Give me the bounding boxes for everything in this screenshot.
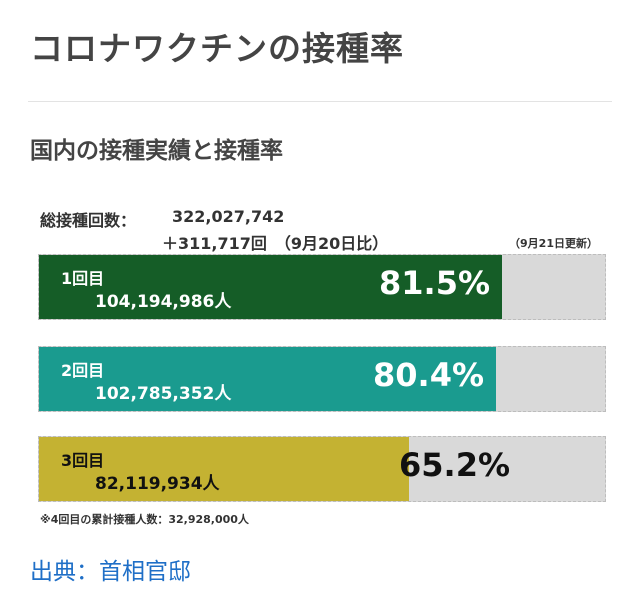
bar-count-label: 102,785,352人 <box>95 384 232 404</box>
bar-count-label: 82,119,934人 <box>95 474 220 494</box>
divider <box>28 101 612 102</box>
total-doses-diff: ＋311,717回 （9月20日比） <box>162 230 396 254</box>
bar-track: 1回目 104,194,986人 81.5% <box>38 254 606 320</box>
total-doses-value: 322,027,742 <box>172 207 285 226</box>
footnote: ※4回目の累計接種人数：32,928,000人 <box>40 513 249 526</box>
bar <box>39 437 409 501</box>
bar-track: 3回目 82,119,934人 65.2% <box>38 436 606 502</box>
bar-dose-label: 1回目 <box>61 269 105 288</box>
total-diff-note: （9月20日比） <box>274 234 389 253</box>
bar <box>39 255 502 319</box>
bar <box>39 347 496 411</box>
bar-value-label: 65.2% <box>399 446 511 484</box>
bar-dose-label: 3回目 <box>61 451 105 470</box>
section-title: 国内の接種実績と接種率 <box>30 138 283 164</box>
updated-date: （9月21日更新） <box>509 237 598 250</box>
bar-value-label: 80.4% <box>373 356 485 394</box>
bar-count-label: 104,194,986人 <box>95 292 232 312</box>
source-link[interactable]: 出典：首相官邸 <box>30 559 191 585</box>
bar-dose-label: 2回目 <box>61 361 105 380</box>
bar-track: 2回目 102,785,352人 80.4% <box>38 346 606 412</box>
bar-value-label: 81.5% <box>379 264 491 302</box>
total-diff-value: ＋311,717回 <box>162 234 267 253</box>
total-doses-label: 総接種回数： <box>40 211 137 230</box>
page-title: コロナワクチンの接種率 <box>30 29 404 68</box>
